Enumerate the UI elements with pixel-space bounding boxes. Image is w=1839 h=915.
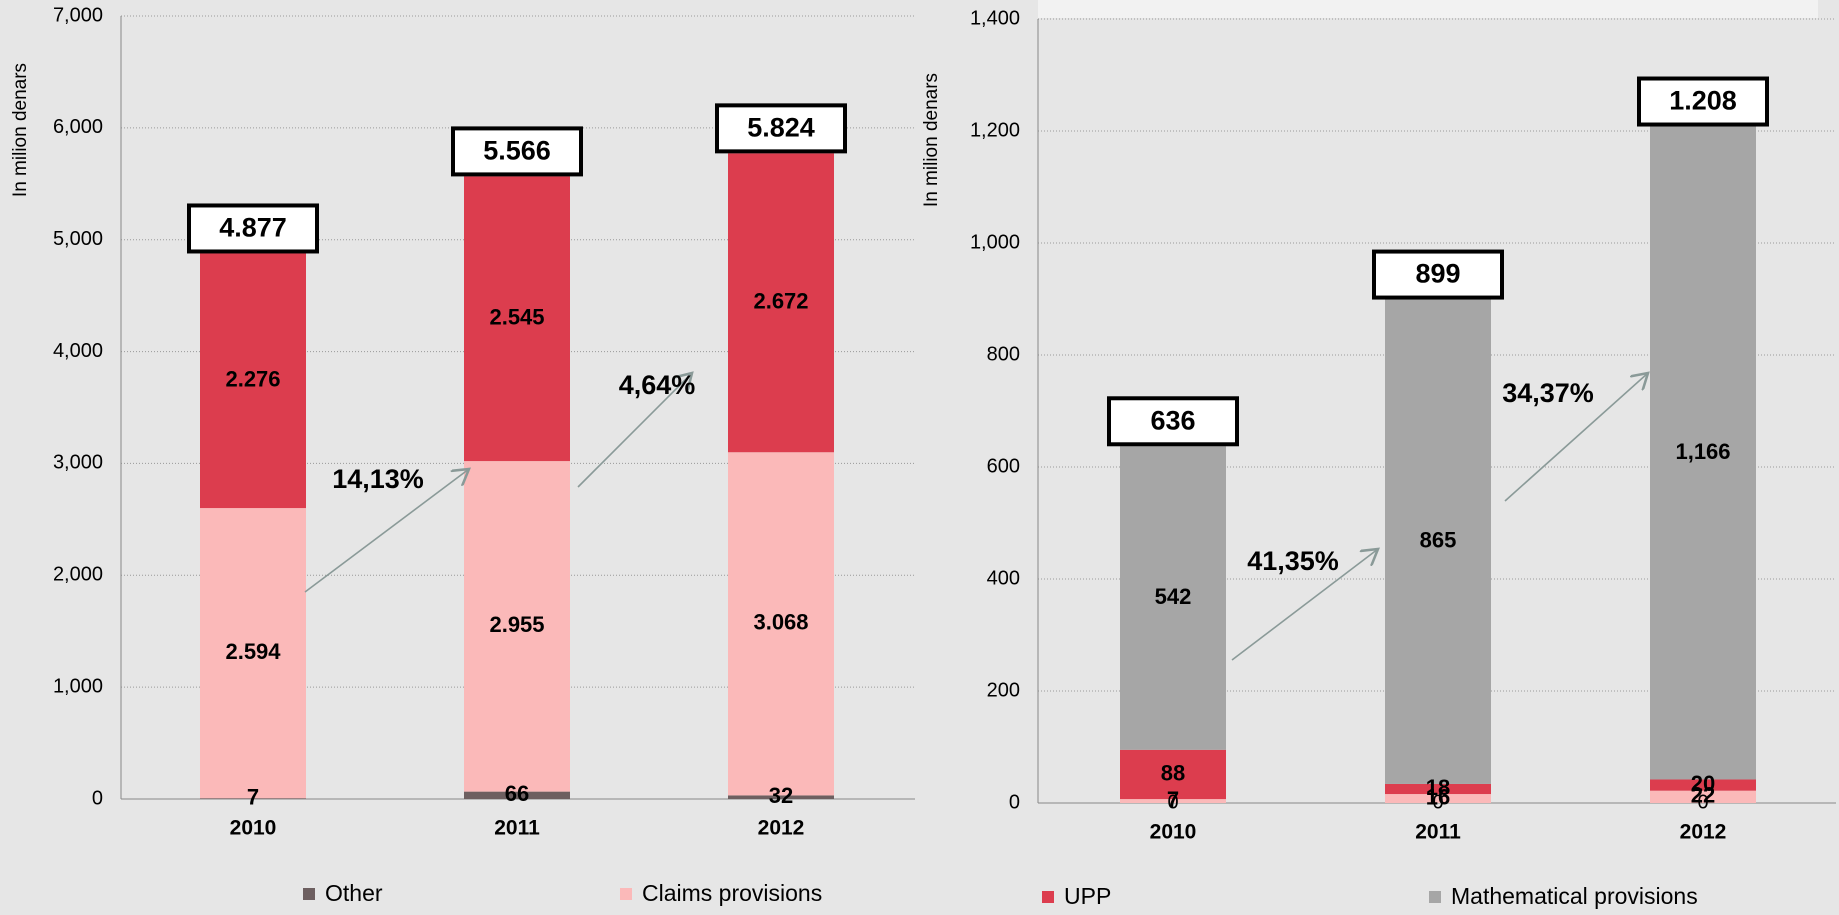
x-tick-label: 2011 [1415, 821, 1461, 844]
legend-label: Claims provisions [642, 880, 822, 906]
y-tick-label: 0 [92, 787, 103, 809]
bar-segment [1120, 749, 1226, 800]
total-box [1637, 76, 1769, 127]
bar-segment [1385, 794, 1491, 803]
data-label: 1,166 [1675, 439, 1730, 464]
y-tick-label: 5,000 [53, 228, 103, 250]
data-label: 2.276 [225, 367, 280, 392]
growth-arrow [1504, 373, 1648, 502]
data-label: 0 [1432, 791, 1443, 813]
y-tick-label: 800 [987, 343, 1020, 365]
bar-segment [1650, 126, 1756, 780]
y-axis-title: In milion denars [10, 63, 31, 197]
bar-segment [464, 791, 570, 799]
x-tick-label: 2010 [1150, 821, 1197, 844]
data-label: 2.955 [489, 612, 544, 637]
y-tick-label: 3,000 [53, 452, 103, 474]
total-box [187, 203, 319, 254]
total-label: 5.566 [483, 136, 551, 166]
legend-swatch [1429, 891, 1441, 903]
bar-segment [1385, 299, 1491, 784]
legend-swatch [620, 888, 632, 900]
bar-segment [200, 253, 306, 509]
x-tick-label: 2010 [230, 817, 277, 840]
growth-arrow [304, 469, 469, 593]
annotation: 4,64% [619, 370, 696, 400]
data-label: 542 [1155, 584, 1192, 609]
y-tick-label: 7,000 [53, 4, 103, 26]
bar-segment [728, 153, 834, 453]
total-box [451, 126, 583, 177]
y-tick-label: 6,000 [53, 116, 103, 138]
y-tick-label: 400 [987, 567, 1020, 589]
y-tick-label: 4,000 [53, 340, 103, 362]
bar-segment [200, 798, 306, 799]
total-box [1372, 249, 1504, 300]
data-label: 865 [1420, 528, 1457, 553]
data-label: 7 [1167, 787, 1179, 812]
total-label: 1.208 [1669, 86, 1737, 116]
data-label: 0 [1697, 791, 1708, 813]
annotation: 41,35% [1247, 546, 1339, 576]
total-label: 4.877 [219, 213, 287, 243]
growth-arrow [577, 373, 692, 488]
data-label: 2.545 [489, 305, 544, 330]
x-tick-label: 2012 [1680, 821, 1727, 844]
legend-label: UPP [1064, 883, 1111, 909]
legend-swatch [1042, 891, 1054, 903]
data-label: 16 [1426, 784, 1450, 809]
annotation: 34,37% [1502, 378, 1594, 408]
data-label: 88 [1161, 760, 1185, 785]
total-box [715, 103, 847, 154]
data-label: 22 [1691, 783, 1715, 808]
legend-label: Other [325, 880, 383, 906]
bar-segment [728, 795, 834, 799]
data-label: 2.672 [753, 289, 808, 314]
annotation: 14,13% [332, 464, 424, 494]
y-tick-label: 600 [987, 455, 1020, 477]
data-label: 2.594 [225, 639, 281, 664]
total-box [1107, 396, 1239, 447]
bar-segment [728, 452, 834, 796]
bar-segment [1650, 790, 1756, 803]
total-label: 636 [1150, 405, 1195, 435]
y-axis-title: In milion denars [921, 73, 942, 207]
data-label: 7 [247, 784, 259, 809]
x-tick-label: 2011 [494, 817, 540, 840]
y-tick-label: 2,000 [53, 564, 103, 586]
growth-arrow [1231, 549, 1378, 661]
data-label: 18 [1426, 775, 1450, 800]
total-label: 899 [1415, 259, 1460, 289]
y-tick-label: 1,000 [970, 231, 1020, 253]
bar-segment [1385, 783, 1491, 795]
legend-swatch [303, 888, 315, 900]
y-tick-label: 1,400 [970, 7, 1020, 29]
y-tick-label: 200 [987, 679, 1020, 701]
data-label: 20 [1691, 771, 1715, 796]
x-tick-label: 2012 [758, 817, 805, 840]
data-label: 0 [1167, 791, 1178, 813]
data-label: 32 [769, 783, 793, 808]
bar-segment [1120, 446, 1226, 750]
legend-label: Mathematical provisions [1451, 883, 1698, 909]
y-tick-label: 0 [1009, 791, 1020, 813]
title-strip [1038, 0, 1818, 18]
bar-segment [1120, 799, 1226, 803]
data-label: 66 [505, 781, 529, 806]
bar-segment [1650, 779, 1756, 791]
bar-segment [464, 461, 570, 792]
y-tick-label: 1,200 [970, 119, 1020, 141]
data-label: 3.068 [753, 610, 808, 635]
total-label: 5.824 [747, 112, 815, 142]
y-tick-label: 1,000 [53, 675, 103, 697]
bar-segment [464, 176, 570, 462]
bar-segment [200, 508, 306, 799]
